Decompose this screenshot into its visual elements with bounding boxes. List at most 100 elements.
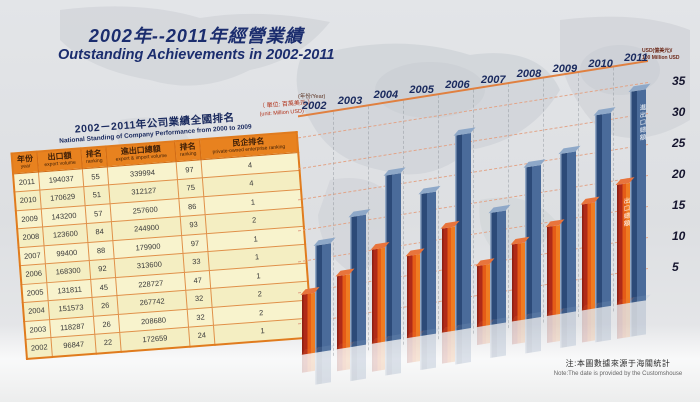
table-cell: 2006	[19, 263, 48, 285]
export-bar	[302, 292, 315, 355]
year-label: 2011	[624, 52, 648, 65]
performance-table-block: （ 單位: 百萬美元 ） (unit: Million USD) 2002－20…	[9, 100, 318, 360]
table-cell: 47	[184, 270, 211, 291]
table-cell: 22	[94, 332, 122, 354]
table-cell: 2004	[22, 300, 50, 322]
table-cell: 24	[188, 325, 215, 347]
import-export-total-bar	[385, 172, 401, 342]
table-cell: 2011	[13, 171, 41, 192]
import-export-total-bar	[350, 215, 366, 348]
import-export-total-bar: 進出口總額	[630, 89, 646, 303]
source-note-en: Note:The date is provided by the Customs…	[553, 371, 683, 377]
source-note-zh: 注:本圖數據來源于海關統計	[565, 359, 671, 368]
year-label: 2009	[552, 62, 578, 75]
export-bar	[512, 242, 525, 322]
column-header-en: ranking	[179, 150, 197, 158]
table-cell: 84	[86, 221, 113, 243]
year-divider	[543, 78, 544, 323]
year-divider	[578, 72, 579, 318]
import-export-total-bar	[595, 112, 611, 309]
year-divider	[473, 89, 474, 334]
bar-reflection	[477, 325, 490, 346]
bar-chart: USD(億美元)/ 100 Million USD (年份/Year) 進出口總…	[298, 48, 700, 385]
year-label: 2002	[302, 100, 327, 112]
export-bar-label: 出口總額	[622, 196, 629, 228]
year-label: 2007	[481, 73, 506, 86]
year-divider	[333, 111, 334, 356]
y-axis-unit-zh: USD(億美元)/	[642, 48, 673, 54]
bar-reflection	[315, 350, 331, 385]
year-divider	[403, 100, 404, 345]
table-cell: 32	[186, 288, 213, 309]
bar-reflection	[385, 339, 401, 376]
import-export-total-bar	[455, 133, 471, 331]
import-export-total-bar	[560, 151, 576, 314]
table-cell: 45	[90, 277, 117, 298]
year-divider	[613, 67, 614, 312]
bar-reflection	[302, 352, 315, 373]
year-label: 2003	[337, 94, 363, 107]
table-cell: 2007	[18, 245, 46, 266]
table-cell: 26	[92, 295, 119, 316]
column-header-en: ranking	[85, 157, 103, 165]
column-header: 年份 year	[11, 151, 39, 174]
export-bar	[582, 202, 595, 311]
page-title-zh: 2002年--2011年經營業績	[88, 26, 304, 46]
table-cell: 55	[82, 166, 109, 187]
y-axis-tick: 15	[672, 198, 686, 212]
table-cell: 172659	[119, 327, 191, 352]
y-axis-tick: 20	[672, 167, 686, 181]
y-axis-tick: 35	[672, 74, 686, 88]
bar-reflection	[595, 305, 611, 343]
import-export-total-bar	[420, 191, 436, 337]
column-header: 排名 ranking	[174, 139, 202, 162]
table-cell: 97	[176, 159, 203, 180]
bar-reflection	[337, 347, 350, 372]
export-bar: 出口總額	[617, 182, 630, 305]
y-axis-unit-en: 100 Million USD	[642, 54, 680, 61]
page-title: 2002年--2011年經營業績 Outstanding Achievement…	[58, 26, 334, 63]
table-cell: 2003	[24, 319, 52, 340]
source-note: 注:本圖數據來源于海關統計 Note:The date is provided …	[536, 358, 700, 379]
bar-reflection	[372, 341, 385, 372]
table-cell: 2010	[14, 190, 42, 211]
bar-reflection	[617, 302, 630, 339]
import-export-total-bar	[490, 210, 506, 326]
bar-reflection	[350, 344, 366, 382]
performance-table-body: 2011 194037 55 339994 97 4 2010 170629 51 312127 7…	[13, 152, 313, 359]
bar-reflection	[582, 308, 595, 343]
table-cell: 57	[85, 203, 112, 224]
table-cell: 2008	[17, 226, 45, 248]
y-axis-tick: 10	[672, 229, 686, 243]
table-cell: 97	[181, 233, 208, 254]
bar-reflection	[560, 311, 576, 348]
year-label: 2004	[373, 89, 399, 102]
table-cell: 32	[187, 306, 214, 328]
year-divider	[368, 106, 369, 351]
bar-reflection	[547, 313, 560, 343]
x-axis-label: (年份/Year)	[298, 94, 326, 100]
table-cell: 88	[88, 240, 115, 261]
export-bar	[547, 225, 560, 316]
export-bar	[442, 226, 455, 333]
table-cell: 86	[179, 196, 206, 217]
column-header-en: export volume	[44, 159, 77, 169]
bar-reflection	[490, 322, 506, 359]
year-label: 2005	[409, 84, 434, 97]
export-bar	[372, 247, 385, 344]
y-axis-unit-label: USD(億美元)/ 100 Million USD	[642, 48, 680, 61]
table-cell: 93	[180, 214, 207, 236]
table-cell: 33	[183, 251, 210, 272]
y-axis-tick: 30	[672, 105, 686, 119]
y-axis-tick: 25	[672, 136, 686, 150]
total-bar-label: 進出口總額	[638, 103, 645, 143]
bar-reflection	[420, 333, 436, 371]
bar-reflection	[455, 328, 471, 365]
bar-reflection	[512, 319, 525, 345]
table-cell: 2002	[25, 337, 53, 359]
year-divider	[438, 95, 439, 340]
year-label: 2006	[445, 78, 470, 91]
y-axis-tick: 5	[672, 260, 679, 274]
bar-reflection	[630, 300, 646, 337]
